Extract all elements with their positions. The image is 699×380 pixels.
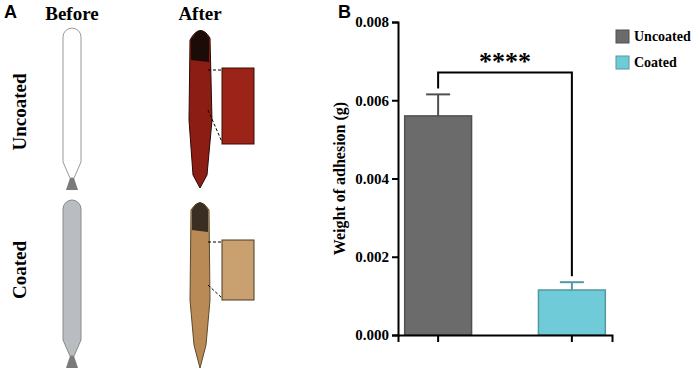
bar: [538, 290, 605, 335]
tick: [438, 335, 439, 342]
spatula-before-tip: [66, 178, 78, 190]
x-axis: [399, 335, 613, 342]
inset-guide: [208, 242, 222, 243]
row-label: Uncoated: [9, 73, 30, 150]
panel-label: A: [4, 2, 17, 22]
row-label: Coated: [9, 241, 30, 299]
inset-guide: [208, 70, 222, 71]
inset: [222, 240, 254, 300]
spatula-after-dark: [191, 30, 209, 62]
spatula-before-tip: [66, 356, 78, 368]
column-header: Before: [45, 3, 98, 24]
panel-a: A Before After Uncoated Coated: [4, 2, 254, 368]
tick-mark: [392, 256, 398, 258]
panel-b: B 0.000 0.002 0.004 0.006 0.008 Weight of adhe…: [331, 2, 691, 343]
legend-swatch: [616, 56, 629, 69]
inset: [222, 68, 254, 144]
spatula-after: [190, 203, 210, 369]
axis-line: [392, 23, 399, 336]
tick-mark: [392, 178, 398, 180]
annotation: ****: [479, 47, 531, 76]
y-axis: 0.000 0.002 0.004 0.006 0.008: [355, 14, 398, 343]
spatula-before: [63, 200, 81, 356]
axis-title: Weight of adhesion (g): [331, 102, 349, 255]
tick-label: 0.008: [355, 14, 389, 30]
tick-mark: [571, 335, 573, 342]
tick: 0.006: [355, 93, 398, 109]
inset-guide: [208, 110, 222, 142]
tick: [571, 335, 572, 342]
significance-bracket: [438, 72, 572, 276]
legend-swatch: [616, 30, 629, 43]
tick-label: 0.002: [355, 249, 389, 265]
panel-label: B: [338, 2, 351, 22]
tick: 0.004: [355, 171, 398, 187]
tick: 0.002: [355, 249, 398, 265]
spatula-after-dark: [192, 203, 208, 233]
tick: 0.008: [355, 14, 398, 30]
bars: [405, 94, 606, 335]
bar: [405, 116, 472, 335]
tick-mark: [392, 22, 398, 24]
tick-mark: [392, 335, 398, 337]
tick-label: 0.006: [355, 93, 389, 109]
legend-label: Uncoated: [634, 29, 691, 44]
error-bar: [437, 94, 439, 116]
tick-mark: [437, 335, 439, 342]
legend: Uncoated Coated: [616, 29, 691, 70]
spatula-after: [189, 30, 212, 188]
spatula-before: [63, 28, 81, 178]
inset-guide: [208, 285, 222, 298]
tick: 0.000: [355, 327, 398, 343]
tick-mark: [392, 100, 398, 102]
tick-label: 0.004: [355, 171, 389, 187]
tick-label: 0.000: [355, 327, 389, 343]
error-cap: [560, 281, 584, 283]
legend-label: Coated: [634, 55, 677, 70]
column-header: After: [178, 3, 222, 24]
error-cap: [426, 93, 450, 95]
error-bar: [571, 282, 573, 290]
figure: ABeforeAfterUncoatedCoatedB0.0000.0020.0…: [0, 0, 699, 380]
axis-line: [399, 336, 613, 343]
